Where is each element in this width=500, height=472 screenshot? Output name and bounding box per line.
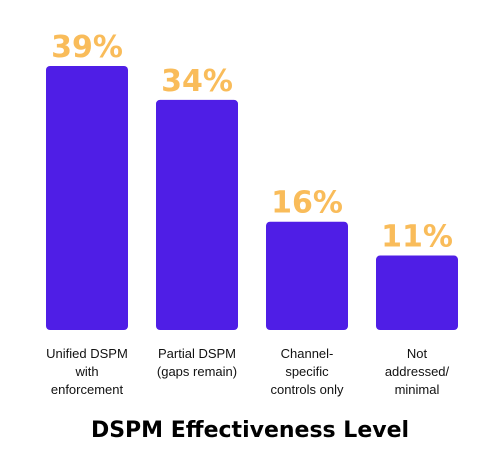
category-label-line: enforcement [51,382,124,397]
value-label-3: 16% [271,186,343,221]
value-label-4: 11% [381,220,453,255]
value-label-2: 34% [161,64,233,99]
bar-2 [156,99,238,330]
category-label-line: Unified DSPM [46,346,128,361]
category-label-3: Channel-specific controls only [271,346,344,397]
category-label-line: Channel- [281,346,334,361]
category-label-line: Partial DSPM [158,346,236,361]
bar-1 [46,66,128,330]
value-label-1: 39% [51,30,123,65]
category-label-line: (gaps remain) [157,364,237,379]
category-label-line: Not [407,346,428,361]
bar-3 [266,221,348,330]
category-label-1: Unified DSPM with enforcement [46,346,128,397]
category-label-line: controls only [271,382,344,397]
x-axis-title: DSPM Effectiveness Level [90,418,410,443]
category-label-4: Not addressed/minimal [385,346,450,397]
bar-chart: 39% Unified DSPM with enforcement 34% Partial… [46,30,458,397]
category-label-line: minimal [395,382,440,397]
category-label-line: addressed/ [385,364,450,379]
category-label-line: specific [285,364,329,379]
category-label-2: Partial DSPM (gaps remain) [157,346,237,379]
bar-4 [376,255,458,330]
category-label-line: with [74,364,98,379]
